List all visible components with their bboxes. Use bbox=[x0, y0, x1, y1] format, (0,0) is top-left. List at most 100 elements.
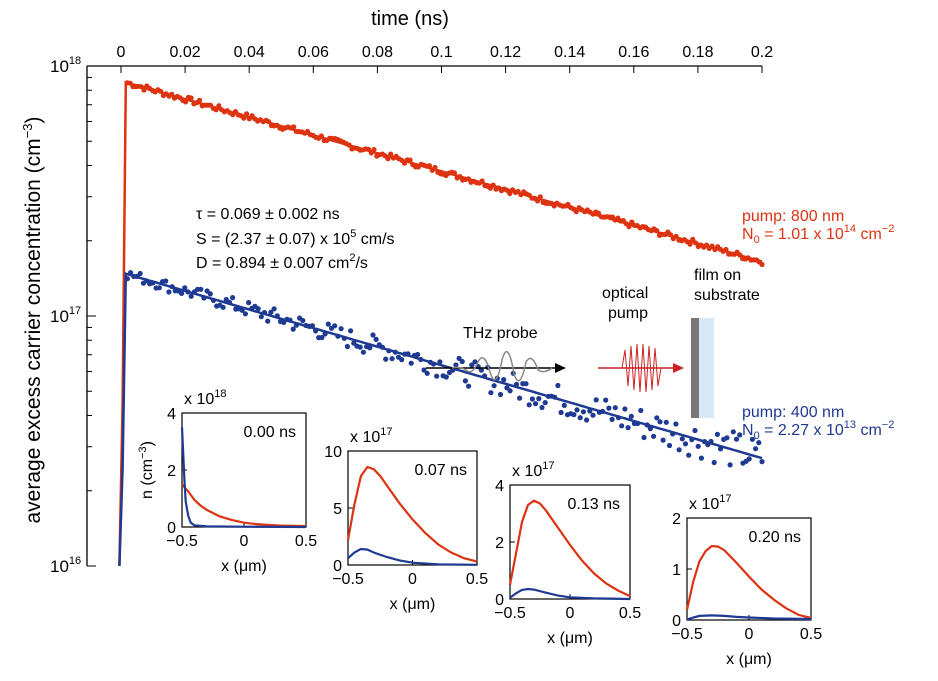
data-point bbox=[239, 307, 245, 313]
data-point bbox=[708, 438, 714, 445]
fit-d: D = 0.894 ± 0.007 cm2/s bbox=[196, 252, 368, 272]
data-point bbox=[246, 300, 252, 306]
data-point bbox=[365, 146, 372, 152]
data-point bbox=[626, 224, 632, 230]
data-point bbox=[692, 240, 699, 246]
data-point bbox=[526, 402, 532, 408]
data-point bbox=[737, 432, 743, 438]
inset-y-tick-label: 5 bbox=[333, 501, 342, 518]
data-point bbox=[418, 356, 424, 363]
data-point bbox=[714, 431, 721, 437]
data-point bbox=[759, 459, 765, 465]
data-point bbox=[188, 293, 194, 299]
inset-red-curve bbox=[181, 483, 307, 528]
data-point bbox=[346, 142, 352, 148]
fit-s: S = (2.37 ± 0.07) x 105 cm/s bbox=[196, 228, 395, 248]
x-axis-label: time (ns) bbox=[371, 8, 449, 30]
inset-time-label: 0.07 ns bbox=[415, 462, 467, 479]
data-point bbox=[386, 348, 392, 354]
data-point bbox=[242, 311, 248, 317]
data-point bbox=[641, 434, 647, 441]
data-point bbox=[399, 357, 405, 363]
data-point bbox=[158, 88, 164, 94]
inset-x-tick-label: 0.5 bbox=[619, 605, 641, 622]
data-point bbox=[573, 209, 579, 215]
data-point bbox=[584, 417, 590, 423]
data-point bbox=[651, 433, 657, 439]
data-point bbox=[647, 426, 654, 432]
data-point bbox=[421, 367, 427, 373]
data-point bbox=[727, 462, 733, 468]
inset-x-tick-label: 0.5 bbox=[800, 626, 822, 643]
x-tick-label: 0.08 bbox=[362, 44, 393, 61]
data-point bbox=[437, 359, 443, 365]
data-point bbox=[622, 406, 628, 412]
data-point bbox=[609, 416, 615, 422]
data-point bbox=[124, 276, 130, 282]
data-point bbox=[542, 400, 548, 406]
data-point bbox=[660, 437, 666, 443]
inset-y-tick-label: 1 bbox=[672, 562, 681, 579]
data-point bbox=[166, 289, 172, 295]
data-point bbox=[717, 446, 724, 452]
inset-frame bbox=[686, 517, 812, 621]
thz-probe-label: THz probe bbox=[463, 325, 538, 342]
data-point bbox=[325, 321, 331, 327]
data-point bbox=[319, 334, 325, 341]
legend-red-pump: pump: 800 nm bbox=[742, 208, 844, 225]
data-point bbox=[379, 344, 386, 350]
x-tick-label: 0.18 bbox=[682, 44, 713, 61]
inset-blue-curve bbox=[686, 614, 812, 621]
data-point bbox=[338, 326, 344, 332]
data-point bbox=[408, 360, 414, 366]
data-point bbox=[183, 99, 189, 105]
inset-x-tick-label: 0 bbox=[566, 605, 575, 622]
data-point bbox=[603, 397, 609, 403]
data-point bbox=[290, 326, 296, 332]
data-point bbox=[668, 232, 674, 238]
data-point bbox=[612, 405, 618, 411]
data-point bbox=[501, 377, 507, 383]
data-point bbox=[392, 349, 398, 355]
data-point bbox=[558, 409, 564, 416]
x-tick-label: 0.1 bbox=[430, 44, 452, 61]
data-point bbox=[676, 447, 682, 453]
inset-y-tick-label: 0 bbox=[672, 613, 681, 630]
data-point bbox=[466, 383, 472, 389]
thz-pulse-wave bbox=[451, 350, 553, 382]
inset-scale: x 1017 bbox=[512, 460, 555, 480]
y-tick-label-1e17: 1017 bbox=[50, 305, 81, 326]
data-point bbox=[552, 394, 558, 400]
data-point bbox=[163, 278, 169, 284]
thz-probe-arrowhead bbox=[555, 363, 566, 373]
data-point bbox=[580, 409, 587, 415]
data-point bbox=[533, 401, 539, 407]
experiment-schematic: THz probe optical pump film on substrate bbox=[426, 267, 760, 418]
data-point bbox=[479, 178, 485, 184]
main-axes: 0 0.02 0.04 0.06 0.08 0.1 0.12 0.14 0.16 0.18 0.2 bbox=[86, 44, 773, 567]
data-point bbox=[179, 290, 185, 296]
data-point bbox=[673, 421, 679, 427]
data-point bbox=[185, 289, 191, 295]
inset-x-tick-label: −0.5 bbox=[671, 626, 703, 643]
data-point bbox=[537, 194, 543, 200]
optical-pump-label-2: pump bbox=[608, 305, 648, 322]
data-point bbox=[293, 322, 299, 328]
data-point bbox=[517, 395, 523, 401]
inset-time-label: 0.00 ns bbox=[244, 424, 296, 441]
data-point bbox=[373, 336, 379, 342]
inset-y-tick-label: 2 bbox=[672, 511, 681, 528]
data-point bbox=[462, 378, 468, 384]
inset-time-label: 0.13 ns bbox=[568, 496, 620, 513]
data-point bbox=[491, 383, 497, 389]
inset-x-tick-label: 0.5 bbox=[466, 571, 488, 588]
inset-x-tick-label: −0.5 bbox=[166, 533, 198, 550]
data-point bbox=[198, 286, 204, 292]
data-point bbox=[156, 285, 162, 291]
data-point bbox=[255, 306, 261, 312]
data-point bbox=[128, 270, 134, 276]
data-point bbox=[332, 323, 338, 329]
